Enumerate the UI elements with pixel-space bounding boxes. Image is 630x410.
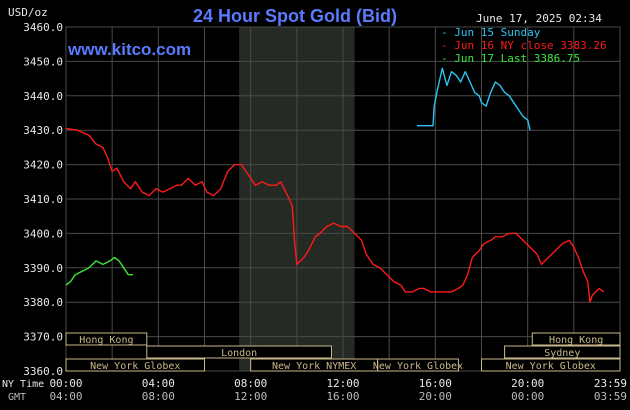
session-bar — [481, 358, 621, 372]
x-tick-label-gmt: 03:59 — [594, 390, 627, 403]
x-tick-label-ny: 04:00 — [142, 377, 175, 390]
session-bar — [504, 345, 621, 359]
y-tick-label: 3370.0 — [23, 331, 63, 344]
x-tick-label-gmt: 04:00 — [49, 390, 82, 403]
chart-title: 24 Hour Spot Gold (Bid) — [193, 6, 397, 26]
x-tick-label-ny: 16:00 — [419, 377, 452, 390]
session-bar — [531, 332, 621, 346]
source-watermark: www.kitco.com — [67, 40, 191, 59]
x-tick-label-ny: 00:00 — [49, 377, 82, 390]
legend-entry-jun16: - Jun 16 NY close 3383.26 — [441, 39, 607, 52]
y-tick-label: 3450.0 — [23, 55, 63, 68]
session-label: Hong Kong — [79, 335, 133, 346]
x-tick-label-gmt: 08:00 — [142, 390, 175, 403]
session-label: London — [221, 348, 257, 359]
x-tick-label-ny: 23:59 — [594, 377, 627, 390]
legend-entry-jun15: - Jun 15 Sunday — [441, 26, 541, 39]
session-bar — [65, 332, 148, 346]
y-tick-label: 3360.0 — [23, 365, 63, 378]
session-bar — [377, 358, 459, 372]
session-label: New York Globex — [506, 361, 596, 372]
price-line-series-2 — [65, 256, 133, 286]
chart-datetime: June 17, 2025 02:34 — [476, 12, 602, 25]
x-tick-label-gmt: 00:00 — [511, 390, 544, 403]
y-tick-label: 3440.0 — [23, 90, 63, 103]
x-tick-label-ny: 20:00 — [511, 377, 544, 390]
x-axis-label-gmt: GMT — [8, 392, 26, 403]
price-line-series-0 — [416, 67, 531, 131]
session-label: New York Globex — [90, 361, 180, 372]
y-tick-label: 3380.0 — [23, 296, 63, 309]
legend: - Jun 15 Sunday - Jun 16 NY close 3383.2… — [441, 26, 607, 65]
session-label: Sydney — [544, 348, 580, 359]
y-tick-label: 3400.0 — [23, 227, 63, 240]
price-line-series-1 — [65, 127, 605, 303]
y-tick-label: 3460.0 — [23, 21, 63, 34]
x-tick-label-ny: 12:00 — [326, 377, 359, 390]
y-tick-label: 3390.0 — [23, 262, 63, 275]
x-tick-label-gmt: 20:00 — [419, 390, 452, 403]
session-label: Hong Kong — [549, 335, 603, 346]
x-axis-label-ny: NY Time — [2, 379, 44, 390]
x-tick-label-gmt: 12:00 — [234, 390, 267, 403]
session-label: New York Globex — [373, 361, 463, 372]
session-label: New York NYMEX — [272, 361, 356, 372]
y-axis-label: USD/oz — [8, 6, 48, 19]
y-tick-label: 3410.0 — [23, 193, 63, 206]
y-tick-label: 3430.0 — [23, 124, 63, 137]
session-bar — [146, 345, 332, 359]
session-bar — [65, 358, 205, 372]
x-tick-label-ny: 08:00 — [234, 377, 267, 390]
legend-entry-jun17: - Jun 17 Last 3386.75 — [441, 52, 580, 65]
y-tick-label: 3420.0 — [23, 159, 63, 172]
x-tick-label-gmt: 16:00 — [326, 390, 359, 403]
